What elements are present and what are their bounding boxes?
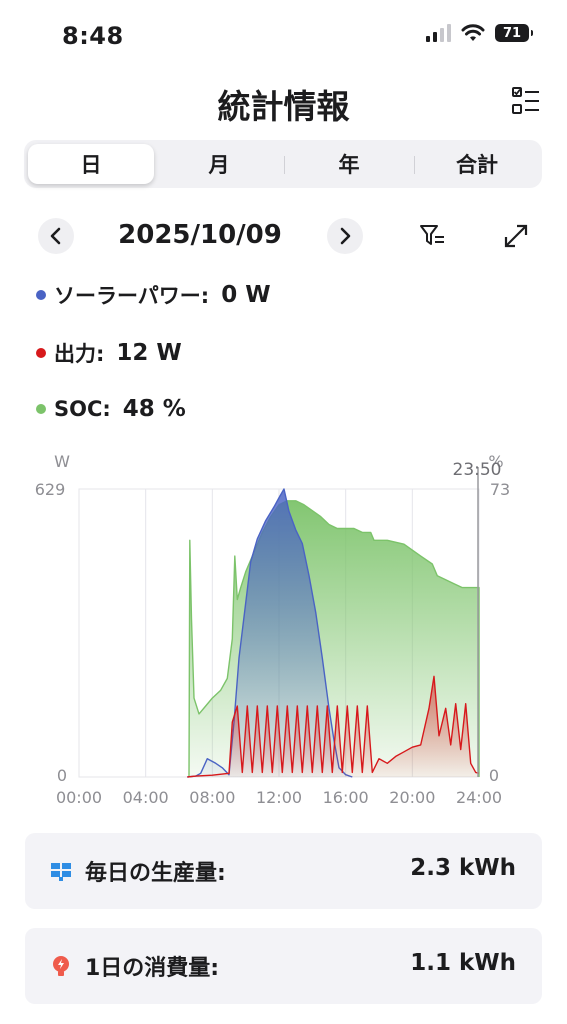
legend-dot xyxy=(36,348,46,358)
tab-separator xyxy=(414,156,415,174)
y-left-tick: 0 xyxy=(57,766,67,785)
x-tick-label: 20:00 xyxy=(389,788,435,807)
expand-icon[interactable] xyxy=(502,222,530,250)
y-left-unit: W xyxy=(54,452,70,471)
legend-dot xyxy=(36,290,46,300)
legend-value: 0 W xyxy=(221,282,271,308)
x-tick-label: 16:00 xyxy=(323,788,369,807)
filter-icon[interactable] xyxy=(418,222,446,250)
legend-value: 12 W xyxy=(116,340,182,366)
cursor-time-label: 23:50 xyxy=(453,460,502,480)
card-value: 2.3 kWh xyxy=(410,855,516,881)
tab-day[interactable]: 日 xyxy=(28,144,154,184)
legend-name: 出力: xyxy=(54,342,105,366)
card-label: 毎日の生産量: xyxy=(85,861,226,886)
daily-production-card: 毎日の生産量: 2.3 kWh xyxy=(25,833,542,909)
y-right-unit: % xyxy=(488,452,503,471)
status-bar: 8:48 71 xyxy=(0,0,567,76)
x-tick-label: 08:00 xyxy=(189,788,235,807)
date-label[interactable]: 2025/10/09 xyxy=(118,220,282,250)
lightbulb-icon xyxy=(53,956,69,976)
daily-consumption-card: 1日の消費量: 1.1 kWh xyxy=(25,928,542,1004)
prev-date-button[interactable] xyxy=(38,218,74,254)
x-tick-label: 12:00 xyxy=(256,788,302,807)
chevron-left-icon xyxy=(50,227,61,245)
battery-icon: 71 xyxy=(495,24,533,42)
output-line xyxy=(187,675,480,778)
solar-line xyxy=(187,488,353,778)
x-tick-label: 00:00 xyxy=(56,788,102,807)
tab-separator xyxy=(284,156,285,174)
chevron-right-icon xyxy=(340,227,351,245)
period-tabs: 日 月 年 合計 xyxy=(24,140,542,188)
tab-total[interactable]: 合計 xyxy=(456,153,498,177)
tab-year[interactable]: 年 xyxy=(338,153,360,177)
legend-name: SOC: xyxy=(54,397,111,421)
checklist-icon[interactable] xyxy=(511,86,541,116)
y-left-tick: 629 xyxy=(35,480,66,499)
signal-icon xyxy=(426,24,451,42)
status-icons: 71 xyxy=(426,24,533,42)
legend-dot xyxy=(36,404,46,414)
x-tick-label: 24:00 xyxy=(456,788,502,807)
x-tick-label: 04:00 xyxy=(123,788,169,807)
legend-solar: ソーラーパワー: 0 W xyxy=(36,280,271,310)
legend-value: 48 % xyxy=(122,396,186,422)
card-label: 1日の消費量: xyxy=(85,956,220,981)
status-time: 8:48 xyxy=(62,22,124,50)
y-right-tick: 0 xyxy=(489,766,499,785)
solar-panel-icon xyxy=(51,863,71,881)
soc-line xyxy=(188,500,480,778)
legend-name: ソーラーパワー: xyxy=(54,284,210,308)
solar-area xyxy=(187,489,353,777)
power-chart[interactable]: W 629 0% 73 0 23:50 00:00 04:00 08:00 12:00 16:00 2… xyxy=(0,445,567,810)
next-date-button[interactable] xyxy=(327,218,363,254)
card-value: 1.1 kWh xyxy=(410,950,516,976)
page-title: 統計情報 xyxy=(217,87,350,126)
tab-month[interactable]: 月 xyxy=(208,153,230,177)
wifi-icon xyxy=(461,24,485,41)
y-right-tick: 73 xyxy=(490,480,510,499)
legend-output: 出力: 12 W xyxy=(36,338,182,368)
legend-soc: SOC: 48 % xyxy=(36,396,186,422)
